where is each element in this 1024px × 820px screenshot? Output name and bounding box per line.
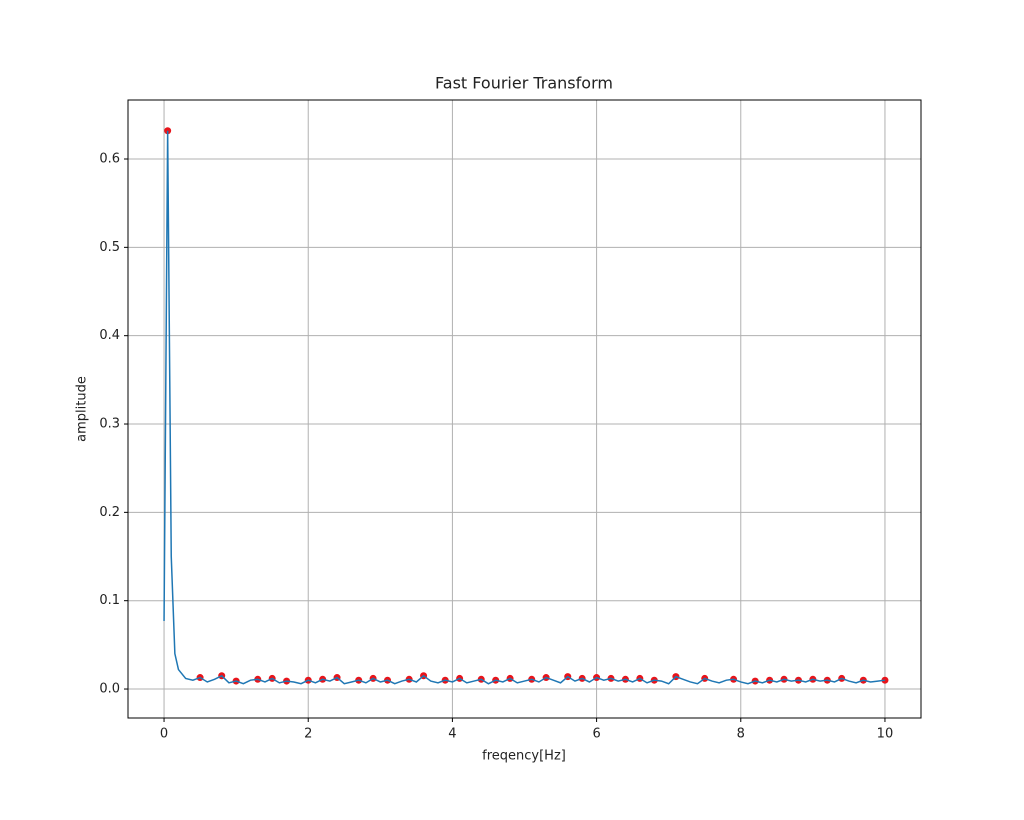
x-tick-label: 8 [737,727,745,742]
line [163,130,886,685]
peak-marker [881,676,889,684]
y-tick-label: 0.0 [99,682,120,697]
x-tick-label: 0 [160,727,168,742]
y-tick-label: 0.4 [99,328,120,343]
y-tick-label: 0.2 [99,505,120,520]
chart-title: Fast Fourier Transform [435,74,613,93]
y-tick-label: 0.1 [99,593,120,608]
x-tick-label: 4 [448,727,456,742]
y-axis-label: amplitude [75,376,90,442]
x-tick-label: 2 [304,727,312,742]
x-axis-label: freqency[Hz] [482,749,566,764]
y-tick-label: 0.3 [99,417,120,432]
y-tick-label: 0.5 [99,240,120,255]
x-tick-label: 10 [877,727,894,742]
y-tick-label: 0.6 [99,152,120,167]
x-tick-label: 6 [592,727,600,742]
plot-frame [127,99,922,719]
